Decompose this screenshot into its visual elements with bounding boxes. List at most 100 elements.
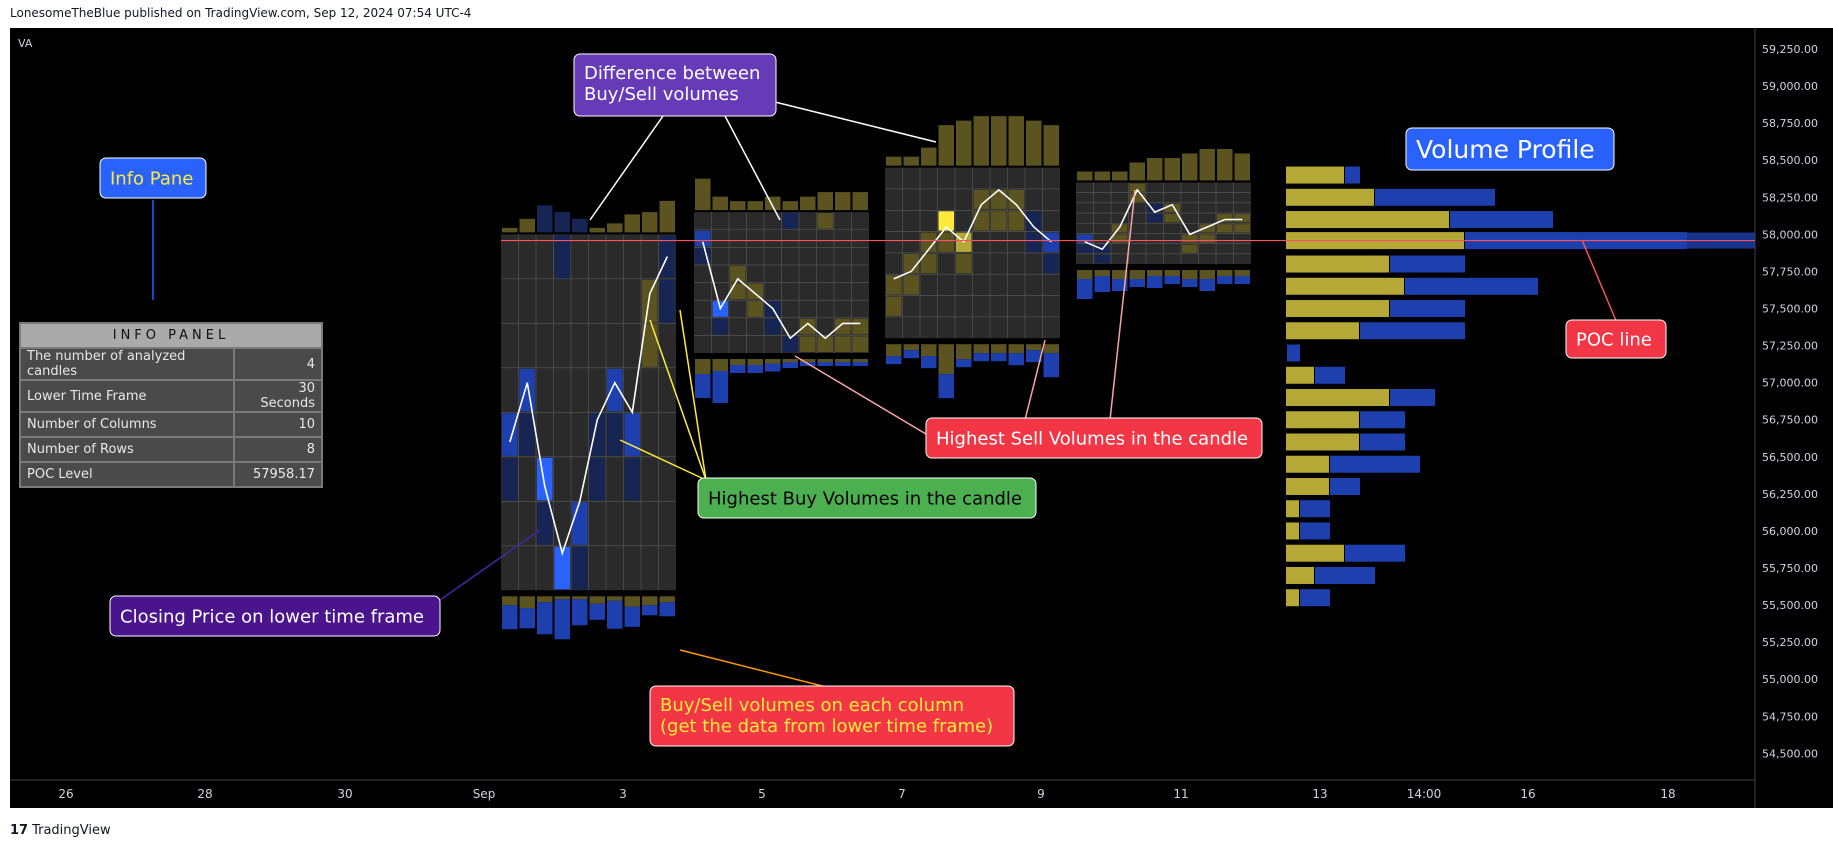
price-tick-label: 57,500.00 xyxy=(1762,302,1818,315)
buy-volume-bar xyxy=(921,344,937,357)
volume-cell xyxy=(1008,189,1024,210)
volume-cell xyxy=(991,189,1007,210)
buy-volume-bar xyxy=(537,596,553,603)
time-tick-label: 30 xyxy=(337,787,352,801)
sell-volume-bar xyxy=(730,365,746,374)
difference-bar xyxy=(1043,125,1059,166)
callout-box xyxy=(573,53,777,117)
volume-cell xyxy=(938,232,954,252)
leader-line xyxy=(439,529,541,601)
difference-bar xyxy=(502,227,518,233)
highest-sell-callout: Highest Sell Volumes in the candle xyxy=(925,417,1263,459)
volume-cell xyxy=(1077,234,1093,243)
info-panel-title: INFO PANEL xyxy=(19,322,323,349)
profile-buy-bar xyxy=(1286,277,1404,295)
table-row: Number of Columns 10 xyxy=(19,411,324,438)
buy-volume-bar xyxy=(642,596,658,606)
callout-box xyxy=(99,157,207,199)
callout-box xyxy=(925,417,1263,459)
sell-volume-bar xyxy=(572,599,588,626)
leader-line xyxy=(774,101,937,143)
volume-cell xyxy=(765,318,781,335)
difference-bar xyxy=(1199,148,1215,181)
volume-cell xyxy=(730,265,746,282)
volume-cell xyxy=(695,248,711,264)
volume-cell xyxy=(921,253,937,274)
row-value: 30 Seconds xyxy=(232,379,324,413)
difference-bar xyxy=(1026,120,1042,166)
volume-cell xyxy=(747,283,763,300)
sell-volume-bar xyxy=(1129,279,1145,288)
profile-sell-bar xyxy=(1300,589,1330,607)
leader-line xyxy=(679,309,707,481)
row-value: 57958.17 xyxy=(232,461,324,488)
profile-sell-bar xyxy=(1360,411,1405,429)
profile-buy-bar xyxy=(1286,544,1344,562)
price-tick-label: 54,750.00 xyxy=(1762,710,1818,723)
volume-cell xyxy=(659,279,675,323)
volume-cell xyxy=(973,211,989,231)
buy-volume-bar xyxy=(817,359,833,363)
buy-volume-bar xyxy=(1234,270,1250,277)
volume-cell xyxy=(835,336,851,353)
volume-cell xyxy=(1164,214,1180,223)
difference-bar xyxy=(642,212,658,233)
buy-volume-bar xyxy=(1043,344,1059,354)
price-tick-label: 57,250.00 xyxy=(1762,340,1818,353)
callout-text: Difference between xyxy=(584,63,760,84)
buy-volume-bar xyxy=(835,359,851,363)
close-price-line xyxy=(509,256,669,556)
volume-cell xyxy=(1043,232,1059,252)
difference-bar xyxy=(659,200,675,233)
profile-buy-bar xyxy=(1286,300,1389,318)
difference-bar xyxy=(991,116,1007,166)
volume-cell xyxy=(903,275,919,295)
profile-buy-bar xyxy=(1286,211,1449,229)
profile-buy-bar xyxy=(1286,522,1299,540)
buy-volume-bar xyxy=(1094,270,1110,277)
volume-cell xyxy=(1199,224,1215,233)
volume-cell xyxy=(537,502,553,545)
table-row: Lower Time Frame 30 Seconds xyxy=(19,379,324,413)
volume-cell xyxy=(1077,244,1093,253)
row-label: Number of Columns xyxy=(19,411,235,438)
sell-volume-bar xyxy=(782,362,798,369)
buy-volume-bar xyxy=(1077,270,1093,280)
volume-cell xyxy=(800,336,816,353)
price-tick-label: 57,750.00 xyxy=(1762,265,1818,278)
profile-buy-bar xyxy=(1286,477,1329,495)
difference-bar xyxy=(1147,157,1163,181)
profile-buy-bar xyxy=(1286,500,1299,518)
table-row: POC Level 57958.17 xyxy=(19,461,324,488)
price-tick-label: 55,500.00 xyxy=(1762,599,1818,612)
footer-brand[interactable]: 17 TradingView xyxy=(10,823,111,838)
leader-line xyxy=(794,355,937,441)
time-tick-label: Sep xyxy=(473,787,496,801)
volume-cell xyxy=(607,413,623,456)
sell-volume-bar xyxy=(956,359,972,368)
profile-buy-bar xyxy=(1286,255,1389,273)
price-axis-background xyxy=(1755,28,1833,808)
volume-cell xyxy=(782,336,798,353)
volume-cell xyxy=(782,213,798,229)
price-tick-label: 56,500.00 xyxy=(1762,451,1818,464)
volume-cell xyxy=(712,318,728,335)
buy-volume-bar xyxy=(659,596,675,603)
time-tick-label: 3 xyxy=(619,787,627,801)
row-value: 10 xyxy=(232,411,324,438)
volume-cell xyxy=(903,253,919,274)
profile-sell-bar xyxy=(1390,255,1465,273)
time-axis: 26 28 30 Sep 3 5 7 9 11 13 14:00 16 18 xyxy=(58,787,1675,801)
time-tick-label: 18 xyxy=(1660,787,1675,801)
difference-bar xyxy=(1094,171,1110,181)
profile-sell-bar xyxy=(1390,300,1465,318)
difference-bar xyxy=(712,196,728,211)
volume-cell xyxy=(1199,234,1215,243)
difference-bar xyxy=(938,125,954,166)
callout-box xyxy=(1405,127,1615,171)
time-tick-label: 13 xyxy=(1312,787,1327,801)
sell-volume-bar xyxy=(921,356,937,369)
difference-bar xyxy=(1077,171,1093,181)
volume-cell xyxy=(624,457,640,501)
volume-cell xyxy=(502,413,518,456)
